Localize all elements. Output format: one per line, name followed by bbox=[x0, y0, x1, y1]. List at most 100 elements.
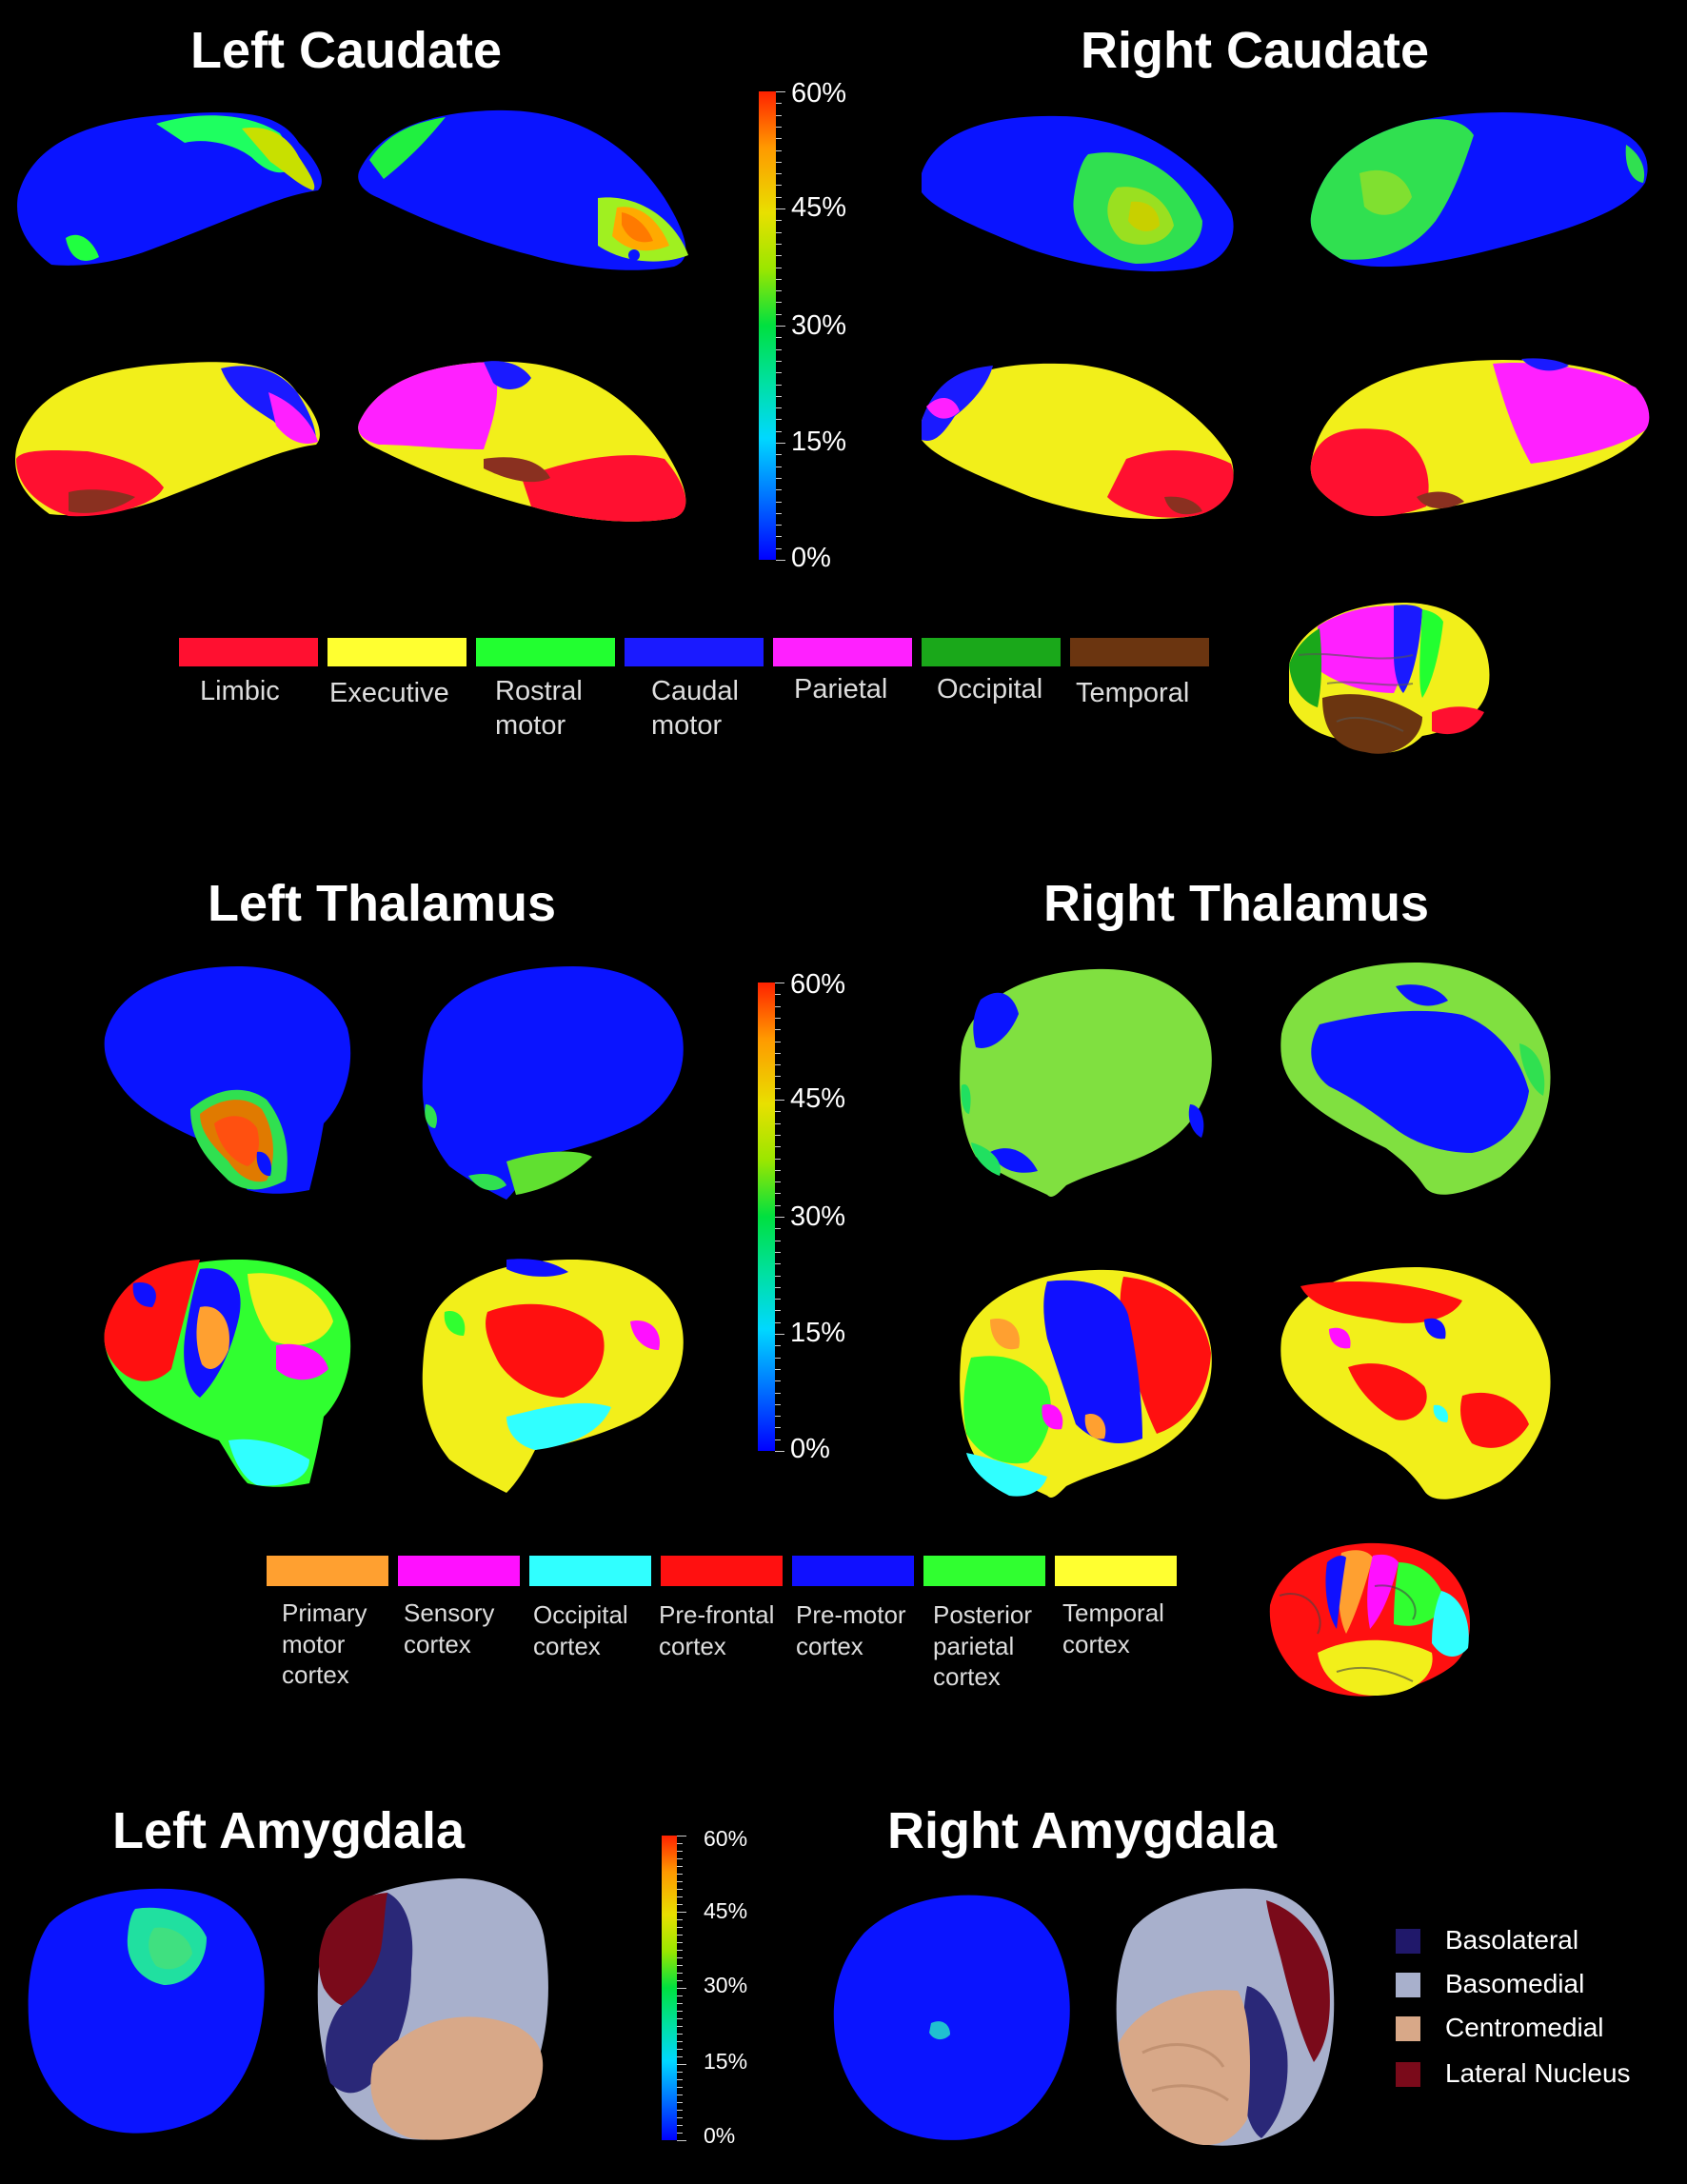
colorbar-tick bbox=[775, 1193, 781, 1195]
right-caudate-lateral-map bbox=[922, 115, 1234, 272]
colorbar-tick bbox=[775, 994, 781, 996]
colorbar-tick bbox=[775, 1111, 781, 1113]
colorbar-label-30: 30% bbox=[704, 1973, 748, 1997]
right-thalamus-medial-map bbox=[1280, 963, 1551, 1195]
legend-label-rostral-motor: Rostral motor bbox=[495, 676, 583, 742]
colorbar-tick bbox=[775, 1100, 784, 1101]
colorbar-tick bbox=[677, 2125, 683, 2126]
colorbar-tick bbox=[776, 149, 782, 151]
colorbar-label-15: 15% bbox=[790, 1318, 846, 1348]
left-thalamus-medial-map bbox=[422, 966, 684, 1200]
colorbar-tick bbox=[677, 2133, 683, 2134]
colorbar-tick bbox=[776, 525, 782, 526]
legend-swatch-temporal bbox=[1070, 638, 1209, 666]
legend-label-pre-frontal-cortex: Pre-frontal cortex bbox=[659, 1600, 775, 1660]
colorbar-tick bbox=[775, 1321, 781, 1323]
colorbar-tick bbox=[775, 1286, 781, 1288]
colorbar-tick bbox=[775, 1416, 781, 1418]
colorbar-tick bbox=[775, 1380, 781, 1382]
legend-swatch-sensory-cortex bbox=[398, 1556, 520, 1586]
colorbar-tick bbox=[775, 1064, 781, 1066]
colorbar-ticks bbox=[775, 983, 784, 1452]
colorbar-tick bbox=[677, 2140, 686, 2141]
colorbar-tick bbox=[776, 231, 782, 233]
legend-label-executive: Executive bbox=[329, 678, 449, 708]
right-thalamus-title: Right Thalamus bbox=[1043, 875, 1430, 932]
colorbar-tick bbox=[776, 560, 785, 561]
colorbar-tick bbox=[775, 1017, 781, 1019]
left-caudate-medial-parcellation bbox=[358, 361, 686, 522]
colorbar-tick bbox=[776, 278, 782, 280]
colorbar-tick bbox=[776, 512, 782, 514]
colorbar-tick bbox=[776, 103, 782, 105]
colorbar-tick bbox=[677, 1851, 683, 1852]
colorbar-tick bbox=[775, 1263, 781, 1265]
colorbar-tick bbox=[677, 2087, 683, 2088]
colorbar-tick bbox=[677, 1919, 683, 1920]
colorbar-tick bbox=[776, 443, 785, 444]
left-thalamus-medial-parcellation bbox=[422, 1259, 684, 1493]
legend-label-temporal: Temporal bbox=[1076, 678, 1190, 708]
legend-label-occipital-cortex: Occipital cortex bbox=[533, 1600, 628, 1660]
colorbar-tick bbox=[776, 454, 782, 456]
colorbar-tick bbox=[775, 1087, 781, 1089]
colorbar-tick bbox=[776, 384, 782, 386]
colorbar-tick bbox=[677, 1896, 683, 1897]
legend-swatch-basomedial bbox=[1396, 1973, 1420, 1997]
legend-swatch-limbic bbox=[179, 638, 318, 666]
colorbar-tick bbox=[677, 2072, 683, 2073]
colorbar-tick bbox=[776, 313, 782, 315]
colorbar-tick bbox=[677, 1942, 683, 1943]
colorbar-label-0: 0% bbox=[704, 2123, 736, 2148]
thalamus-cortex-atlas-brain bbox=[1269, 1542, 1470, 1697]
right-caudate-title: Right Caudate bbox=[1081, 22, 1430, 79]
legend-label-caudal-motor: Caudal motor bbox=[651, 676, 739, 742]
colorbar-label-60: 60% bbox=[704, 1826, 748, 1851]
legend-swatch-lateral-nucleus bbox=[1396, 2062, 1420, 2087]
colorbar-tick bbox=[776, 489, 782, 491]
colorbar-tick bbox=[677, 1904, 683, 1905]
colorbar-tick bbox=[776, 501, 782, 503]
colorbar-tick bbox=[677, 2003, 683, 2004]
colorbar-tick bbox=[775, 1357, 781, 1359]
colorbar-tick bbox=[775, 1451, 784, 1452]
legend-label-basolateral: Basolateral bbox=[1445, 1925, 1579, 1955]
legend-label-basomedial: Basomedial bbox=[1445, 1969, 1585, 1998]
colorbar-tick bbox=[776, 302, 782, 304]
legend-label-pre-motor-cortex: Pre-motor cortex bbox=[796, 1600, 906, 1660]
colorbar-tick bbox=[776, 419, 782, 421]
colorbar-tick bbox=[776, 372, 782, 374]
colorbar-tick bbox=[677, 1866, 683, 1867]
colorbar-tick bbox=[677, 1927, 683, 1928]
colorbar-tick bbox=[776, 348, 782, 350]
colorbar-tick bbox=[775, 1134, 781, 1136]
colorbar-tick bbox=[775, 1334, 784, 1335]
colorbar-tick bbox=[776, 126, 782, 128]
colorbar-tick bbox=[775, 1005, 781, 1007]
colorbar-tick bbox=[775, 1403, 781, 1405]
colorbar-tick bbox=[776, 185, 782, 187]
colorbar-tick bbox=[776, 220, 782, 222]
colorbar-tick bbox=[775, 1392, 781, 1394]
legend-swatch-centromedial bbox=[1396, 2016, 1420, 2041]
legend-swatch-parietal bbox=[773, 638, 912, 666]
colorbar-tick bbox=[677, 2117, 683, 2118]
colorbar-tick bbox=[776, 290, 782, 292]
colorbar-tick bbox=[776, 430, 782, 432]
colorbar-tick bbox=[775, 1251, 781, 1253]
colorbar-tick bbox=[677, 2079, 683, 2080]
colorbar-tick bbox=[677, 1843, 683, 1844]
colorbar-tick bbox=[677, 2026, 683, 2027]
colorbar-tick bbox=[775, 1368, 781, 1370]
colorbar-tick bbox=[776, 138, 782, 140]
colorbar-tick bbox=[775, 1275, 781, 1277]
colorbar-tick bbox=[677, 1881, 683, 1882]
colorbar-tick bbox=[677, 1935, 683, 1936]
legend-label-posterior-parietal-cortex: Posterior parietal cortex bbox=[933, 1600, 1033, 1691]
colorbar-label-0: 0% bbox=[791, 543, 831, 573]
right-thalamus-lateral-parcellation bbox=[960, 1269, 1212, 1498]
left-amygdala-map bbox=[28, 1888, 265, 2134]
left-amygdala-parcellation bbox=[317, 1878, 548, 2140]
colorbar-tick bbox=[677, 1995, 683, 1996]
colorbar-tick bbox=[677, 2110, 683, 2111]
